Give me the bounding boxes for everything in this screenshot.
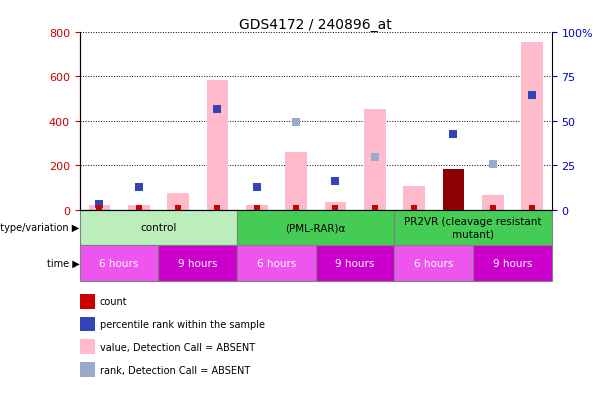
Bar bbox=[403, 186, 425, 210]
Text: PR2VR (cleavage resistant
mutant): PR2VR (cleavage resistant mutant) bbox=[405, 217, 542, 239]
Point bbox=[330, 178, 340, 185]
Point bbox=[527, 93, 537, 100]
Bar bbox=[207, 81, 228, 210]
Text: (PML-RAR)α: (PML-RAR)α bbox=[286, 223, 346, 233]
Text: 6 hours: 6 hours bbox=[99, 258, 139, 268]
Point bbox=[252, 205, 262, 211]
Bar bbox=[285, 153, 307, 210]
Point bbox=[527, 205, 537, 211]
Point bbox=[409, 205, 419, 211]
Bar bbox=[394, 210, 552, 245]
Point bbox=[330, 205, 340, 211]
Bar bbox=[473, 245, 552, 281]
Text: 9 hours: 9 hours bbox=[335, 258, 375, 268]
Text: value, Detection Call = ABSENT: value, Detection Call = ABSENT bbox=[100, 342, 255, 352]
Bar bbox=[482, 196, 503, 210]
Bar bbox=[237, 210, 394, 245]
Bar bbox=[394, 245, 473, 281]
Point bbox=[370, 205, 379, 211]
Point bbox=[488, 161, 498, 168]
Bar bbox=[158, 245, 237, 281]
Text: count: count bbox=[100, 297, 128, 306]
Bar bbox=[316, 245, 394, 281]
Text: percentile rank within the sample: percentile rank within the sample bbox=[100, 319, 265, 329]
Text: rank, Detection Call = ABSENT: rank, Detection Call = ABSENT bbox=[100, 365, 250, 375]
Text: 6 hours: 6 hours bbox=[257, 258, 296, 268]
Point bbox=[213, 106, 223, 113]
Text: 9 hours: 9 hours bbox=[493, 258, 532, 268]
Point bbox=[488, 205, 498, 211]
Bar bbox=[80, 245, 158, 281]
Text: 9 hours: 9 hours bbox=[178, 258, 218, 268]
Bar bbox=[364, 109, 386, 210]
Point bbox=[370, 154, 379, 161]
Point bbox=[94, 205, 104, 211]
Point bbox=[213, 205, 223, 211]
Bar bbox=[88, 206, 110, 210]
Text: time ▶: time ▶ bbox=[47, 258, 80, 268]
Bar bbox=[443, 169, 464, 210]
Point bbox=[291, 205, 301, 211]
Bar bbox=[324, 203, 346, 210]
Text: genotype/variation ▶: genotype/variation ▶ bbox=[0, 223, 80, 233]
Bar bbox=[237, 245, 316, 281]
Bar bbox=[521, 43, 543, 210]
Bar bbox=[246, 205, 267, 210]
Bar bbox=[128, 205, 150, 210]
Point bbox=[252, 185, 262, 191]
Point bbox=[291, 119, 301, 126]
Point bbox=[173, 205, 183, 211]
Point bbox=[449, 131, 459, 138]
Point bbox=[94, 201, 104, 208]
Title: GDS4172 / 240896_at: GDS4172 / 240896_at bbox=[239, 18, 392, 32]
Bar bbox=[167, 193, 189, 210]
Text: 6 hours: 6 hours bbox=[414, 258, 454, 268]
Text: control: control bbox=[140, 223, 177, 233]
Bar bbox=[80, 210, 237, 245]
Point bbox=[134, 184, 143, 190]
Point bbox=[134, 205, 143, 211]
